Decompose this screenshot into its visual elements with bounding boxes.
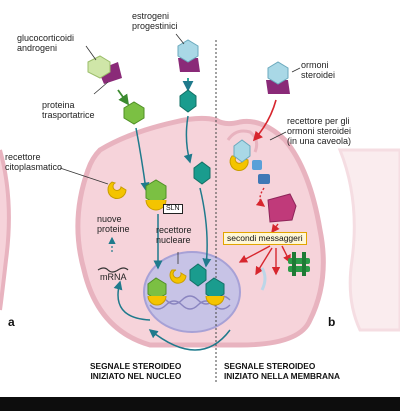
mrna-strand [97, 267, 129, 273]
caption-left: SEGNALE STEROIDEO INIZIATO NEL NUCLEO [90, 361, 182, 381]
hormone-free-teal [179, 89, 197, 113]
label-glucocorticoidi: glucocorticoidi androgeni [17, 33, 75, 53]
panel-label-a: a [8, 315, 15, 329]
second-messengers-box: secondi messaggeri [223, 232, 307, 245]
vesicle [260, 267, 267, 291]
bottom-bar [0, 397, 400, 411]
estrogen-carrier [178, 58, 200, 72]
carrier-protein [98, 62, 122, 84]
blue-protein-1 [252, 160, 262, 170]
panel-label-b: b [328, 315, 336, 329]
hormone-free-green [123, 101, 145, 125]
blue-protein-2 [258, 174, 270, 184]
neighbour-cell-left [0, 149, 11, 311]
label-estrogeni: estrogeni progestinici [132, 11, 178, 31]
caption-right: SEGNALE STEROIDEO INIZIATO NELLA MEMBRAN… [224, 361, 340, 381]
hormone-estrogen [177, 39, 199, 63]
label-ormoni-steroidei: ormoni steroidei [301, 60, 336, 80]
label-recettore-nucleare: recettore nucleare [156, 225, 192, 245]
effector-channel [288, 258, 310, 264]
cytoplasmic-receptor [107, 181, 127, 199]
neighbour-cell-right [337, 148, 400, 332]
label-nuove-proteine: nuove proteine [97, 214, 130, 234]
nuclear-receptor [169, 269, 187, 284]
membrane-hormone [267, 61, 289, 85]
label-proteina-trasportatrice: proteina trasportatrice [42, 100, 95, 120]
label-recettore-citoplasmatico: recettore citoplasmatico [5, 152, 63, 172]
label-mrna: mRNA [100, 272, 127, 282]
label-recettore-membrana: recettore per gli ormoni steroidei (in u… [287, 116, 352, 146]
dna-strand-2 [149, 300, 231, 310]
caveola [226, 129, 259, 153]
sln-tag: SLN [163, 204, 183, 214]
kinase-enzyme [267, 193, 297, 223]
membrane-hormone-carrier [266, 80, 290, 94]
hormone-glucocorticoid [87, 55, 111, 79]
hormone-receptor-complex [145, 179, 167, 205]
